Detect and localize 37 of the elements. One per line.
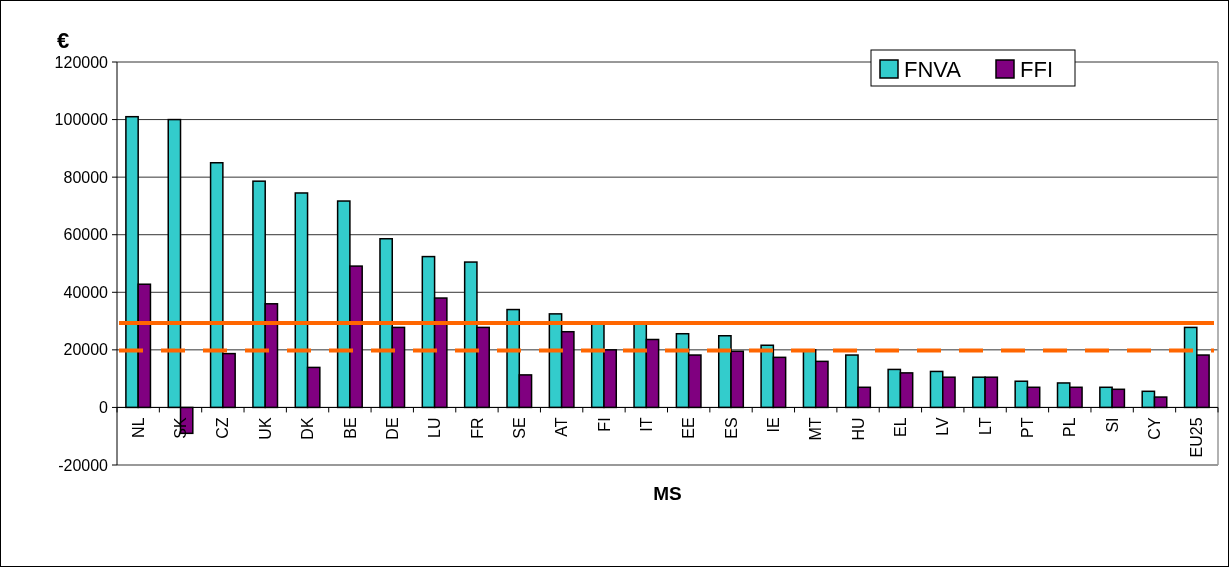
y-tick-label: -20000 xyxy=(58,456,109,474)
x-axis-title: MS xyxy=(653,483,682,504)
y-tick-label: 100000 xyxy=(54,111,109,129)
x-tick-label: FR xyxy=(468,417,486,439)
y-tick-label: 80000 xyxy=(63,168,109,186)
y-tick-label: 0 xyxy=(99,399,109,417)
y-tick-label: 120000 xyxy=(54,53,109,71)
x-tick-label: DE xyxy=(383,417,401,440)
x-tick-label: AT xyxy=(553,417,571,437)
x-tick-label: HU xyxy=(849,417,867,441)
x-tick-label: MT xyxy=(807,417,825,441)
x-tick-label: LT xyxy=(976,417,994,435)
x-tick-label: ES xyxy=(722,417,740,439)
legend-label: FFI xyxy=(1020,56,1053,82)
x-tick-label: EE xyxy=(680,417,698,439)
x-tick-label: SE xyxy=(510,417,528,439)
x-tick-label: PL xyxy=(1061,417,1079,438)
x-tick-label: LV xyxy=(934,417,952,436)
y-axis-title: € xyxy=(57,28,70,53)
y-tick-label: 60000 xyxy=(63,226,109,244)
x-tick-label: EL xyxy=(892,417,909,438)
x-tick-label: CY xyxy=(1146,417,1164,440)
x-tick-label: SI xyxy=(1103,417,1121,433)
x-tick-label: PT xyxy=(1019,417,1037,438)
y-tick-label: 20000 xyxy=(63,341,109,359)
x-tick-label: UK xyxy=(256,417,274,440)
x-tick-label: EU25 xyxy=(1188,417,1206,458)
y-tick-label: 40000 xyxy=(63,283,109,301)
x-tick-label: LU xyxy=(426,417,444,438)
x-tick-label: NL xyxy=(129,417,147,438)
x-tick-label: IE xyxy=(764,417,782,433)
x-tick-label: CZ xyxy=(214,417,232,439)
x-tick-label: IT xyxy=(637,417,655,432)
legend-label: FNVA xyxy=(904,56,962,82)
x-tick-label: BE xyxy=(341,417,359,439)
x-tick-label: FI xyxy=(595,417,613,432)
x-tick-label: DK xyxy=(299,417,317,440)
